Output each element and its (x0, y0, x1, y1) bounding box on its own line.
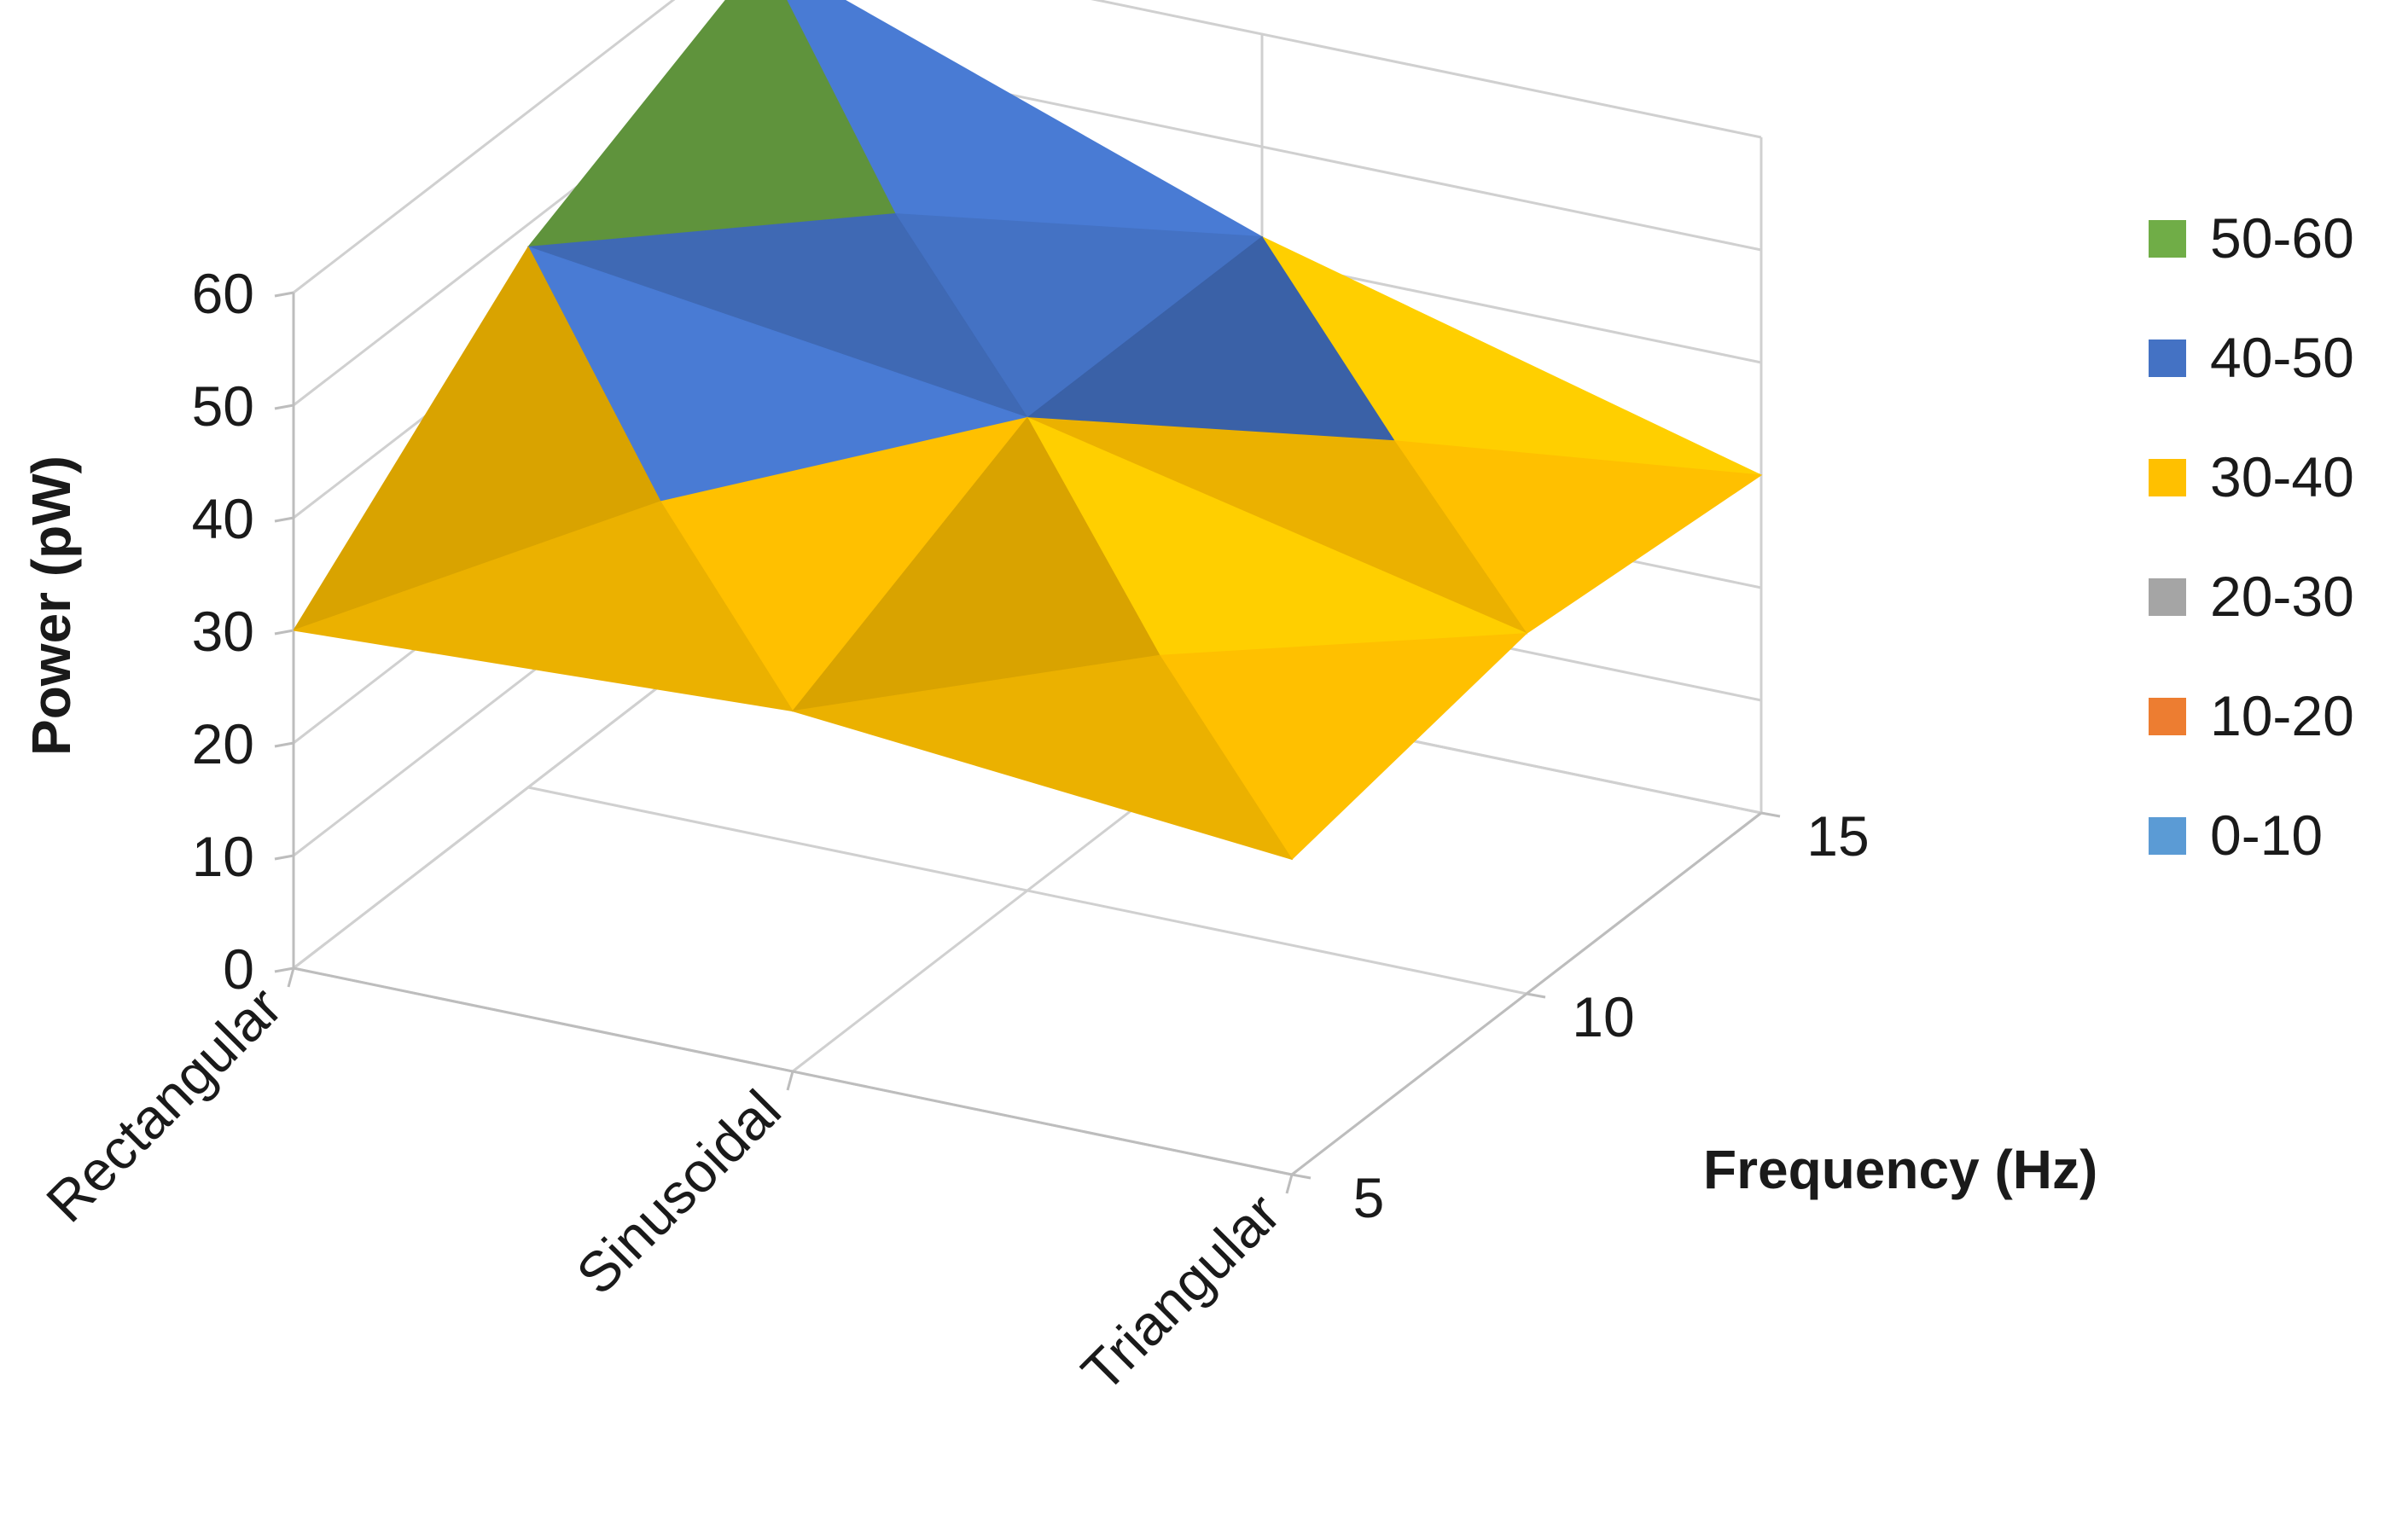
power-tick-label: 30 (192, 600, 254, 663)
legend-swatch (2149, 459, 2186, 496)
legend-swatch (2149, 220, 2186, 258)
legend-item: 0-10 (2149, 804, 2323, 867)
power-axis-ticks: 0 10 20 30 40 50 60 (192, 262, 294, 1001)
waveform-axis-ticks: Rectangular Sinusoidal Triangular (34, 967, 1294, 1404)
legend-item: 50-60 (2149, 206, 2354, 270)
frequency-tick-mark (1760, 811, 1781, 818)
floor-gridline (527, 786, 1527, 995)
waveform-tick-mark (287, 967, 295, 988)
legend-item: 20-30 (2149, 565, 2354, 628)
surface-facet (293, 501, 794, 712)
power-axis-title: Power (pW) (20, 456, 82, 756)
waveform-tick-label: Rectangular (34, 975, 294, 1234)
legend-swatch (2149, 340, 2186, 377)
waveform-tick-mark (786, 1071, 794, 1091)
power-tick-mark (274, 854, 294, 861)
surface-plot (292, 0, 1763, 861)
legend-label: 0-10 (2210, 804, 2323, 867)
chart-legend: 50-60 40-50 30-40 20-30 10-20 0-10 (2149, 206, 2354, 867)
power-gridline (293, 0, 1762, 294)
power-tick-label: 40 (192, 487, 254, 550)
power-tick-mark (274, 966, 294, 973)
legend-label: 40-50 (2210, 326, 2354, 389)
frequency-tick-mark (1526, 992, 1546, 999)
power-tick-label: 60 (192, 262, 254, 325)
power-tick-mark (274, 516, 294, 523)
power-tick-mark (274, 403, 294, 410)
power-tick-mark (274, 629, 294, 636)
legend-label: 20-30 (2210, 565, 2354, 628)
frequency-axis-ticks: 5 10 15 (1291, 804, 1870, 1229)
legend-swatch (2149, 698, 2186, 735)
waveform-tick-mark (1285, 1174, 1294, 1194)
frequency-tick-label: 5 (1353, 1166, 1385, 1229)
power-tick-label: 50 (192, 374, 254, 438)
power-tick-mark (274, 741, 294, 748)
waveform-tick-label: Triangular (1069, 1181, 1292, 1404)
frequency-tick-label: 10 (1572, 985, 1634, 1048)
power-tick-label: 20 (192, 712, 254, 775)
frequency-axis-title: Frequency (Hz) (1703, 1139, 2097, 1200)
waveform-tick-label: Sinusoidal (564, 1078, 793, 1307)
power-tick-mark (274, 291, 294, 298)
legend-item: 10-20 (2149, 684, 2354, 747)
frequency-tick-mark (1291, 1173, 1312, 1180)
legend-swatch (2149, 578, 2186, 616)
legend-label: 50-60 (2210, 206, 2354, 270)
legend-item: 40-50 (2149, 326, 2354, 389)
legend-label: 30-40 (2210, 445, 2354, 508)
power-tick-label: 0 (223, 937, 254, 1001)
frequency-tick-label: 15 (1806, 804, 1869, 868)
legend-item: 30-40 (2149, 445, 2354, 508)
surface-facet (792, 654, 1294, 861)
legend-swatch (2149, 817, 2186, 855)
power-tick-label: 10 (192, 825, 254, 888)
legend-label: 10-20 (2210, 684, 2354, 747)
